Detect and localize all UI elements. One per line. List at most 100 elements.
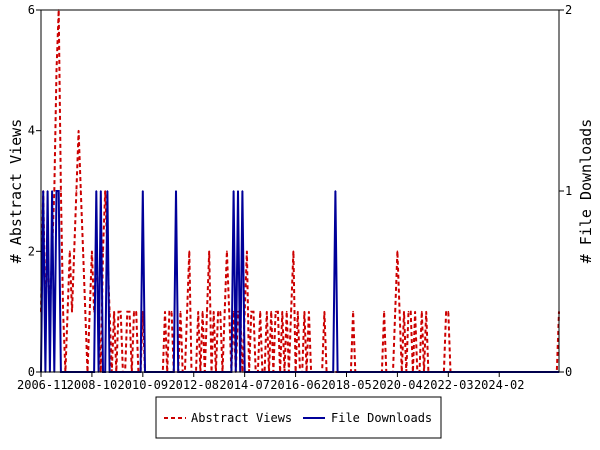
data-point-file-downloads xyxy=(232,190,235,192)
data-point-abstract-views xyxy=(88,310,91,313)
data-point-abstract-views xyxy=(119,310,122,313)
data-point-abstract-views xyxy=(60,190,62,192)
data-point-abstract-views xyxy=(217,310,219,313)
data-point-file-downloads xyxy=(51,190,53,192)
right-axis-ticks: 0 1 2 xyxy=(559,3,572,379)
right-axis-title: # File Downloads xyxy=(577,119,595,264)
data-point-abstract-views xyxy=(308,310,310,313)
data-point-abstract-views xyxy=(445,310,447,313)
data-point-abstract-views xyxy=(82,250,84,253)
data-point-abstract-views xyxy=(168,310,171,313)
data-point-abstract-views xyxy=(128,310,131,313)
data-point-abstract-views xyxy=(91,250,93,253)
data-point-abstract-views xyxy=(407,310,410,313)
data-point-abstract-views xyxy=(80,190,82,192)
data-point-abstract-views xyxy=(414,310,416,313)
data-point-file-downloads xyxy=(175,190,177,192)
data-point-file-downloads xyxy=(334,190,337,192)
data-point-abstract-views xyxy=(292,250,295,253)
left-tick-label: 0 xyxy=(28,365,35,379)
data-point-abstract-views xyxy=(75,190,78,192)
left-axis-title: # Abstract Views xyxy=(7,119,25,264)
data-point-abstract-views xyxy=(66,310,69,313)
data-point-abstract-views xyxy=(232,310,235,313)
data-point-abstract-views xyxy=(55,69,58,72)
data-point-abstract-views xyxy=(246,250,248,253)
data-point-abstract-views xyxy=(228,310,230,313)
data-point-file-downloads xyxy=(95,190,98,192)
data-point-file-downloads xyxy=(57,190,60,192)
series-layer xyxy=(40,9,560,373)
data-point-abstract-views xyxy=(53,190,56,192)
data-point-abstract-views xyxy=(71,310,73,313)
data-point-abstract-views xyxy=(409,310,412,313)
data-point-abstract-views xyxy=(170,310,173,313)
data-point-abstract-views xyxy=(62,310,64,313)
data-point-abstract-views xyxy=(266,310,268,313)
data-point-file-downloads xyxy=(46,190,49,192)
data-point-abstract-views xyxy=(396,250,399,253)
x-axis-ticks: 2006-11 2008-10 2010-09 2012-08 2014-07 2016-… xyxy=(17,372,525,392)
data-point-abstract-views xyxy=(274,310,277,313)
legend-box xyxy=(155,396,442,439)
x-tick-label: 2022-03 xyxy=(423,378,474,392)
x-tick-label: 2006-11 xyxy=(17,378,68,392)
data-point-abstract-views xyxy=(403,310,405,313)
left-tick-label: 6 xyxy=(28,3,35,17)
x-tick-label: 2024-02 xyxy=(474,378,525,392)
data-point-abstract-views xyxy=(394,310,397,313)
data-point-abstract-views xyxy=(219,310,222,313)
data-point-abstract-views xyxy=(117,310,120,313)
right-tick-label: 1 xyxy=(565,184,572,198)
data-point-abstract-views xyxy=(237,310,239,313)
data-point-abstract-views xyxy=(84,310,87,313)
data-point-abstract-views xyxy=(102,250,104,253)
data-point-abstract-views xyxy=(281,310,284,313)
data-point-abstract-views xyxy=(73,250,75,253)
x-tick-label: 2008-10 xyxy=(67,378,118,392)
x-tick-label: 2014-07 xyxy=(219,378,270,392)
data-point-abstract-views xyxy=(104,190,106,192)
data-point-abstract-views xyxy=(270,310,273,313)
left-tick-label: 4 xyxy=(28,124,35,138)
data-point-abstract-views xyxy=(352,310,354,313)
data-point-file-downloads xyxy=(100,190,102,192)
x-tick-label: 2020-04 xyxy=(372,378,423,392)
data-point-abstract-views xyxy=(212,310,215,313)
data-point-abstract-views xyxy=(164,310,166,313)
data-point-abstract-views xyxy=(201,310,204,313)
data-point-abstract-views xyxy=(206,310,208,313)
right-tick-label: 2 xyxy=(565,3,572,17)
data-point-abstract-views xyxy=(179,310,182,313)
data-point-abstract-views xyxy=(425,310,428,313)
data-point-file-downloads xyxy=(55,190,58,192)
data-point-file-downloads xyxy=(142,190,144,192)
left-axis-ticks: 0 2 4 6 xyxy=(28,3,41,379)
data-point-file-downloads xyxy=(237,190,239,192)
data-point-abstract-views xyxy=(421,310,423,313)
data-point-abstract-views xyxy=(250,310,253,313)
data-point-abstract-views xyxy=(133,310,135,313)
data-point-abstract-views xyxy=(77,129,80,132)
data-point-file-downloads xyxy=(42,190,44,192)
data-point-abstract-views xyxy=(197,310,199,313)
data-point-abstract-views xyxy=(383,310,385,313)
x-tick-label: 2016-06 xyxy=(270,378,321,392)
data-point-file-downloads xyxy=(106,190,109,192)
legend-label-file-downloads: File Downloads xyxy=(331,411,432,425)
data-point-abstract-views xyxy=(398,310,401,313)
data-point-abstract-views xyxy=(277,310,279,313)
data-point-abstract-views xyxy=(303,310,306,313)
data-point-abstract-views xyxy=(323,310,326,313)
data-point-abstract-views xyxy=(297,310,299,313)
x-tick-label: 2010-09 xyxy=(118,378,169,392)
right-tick-label: 0 xyxy=(565,365,572,379)
data-point-abstract-views xyxy=(259,310,262,313)
data-point-abstract-views xyxy=(285,310,288,313)
data-point-abstract-views xyxy=(290,310,292,313)
data-point-abstract-views xyxy=(113,310,115,313)
data-point-abstract-views xyxy=(447,310,450,313)
legend-label-abstract-views: Abstract Views xyxy=(191,411,292,425)
data-point-abstract-views xyxy=(142,310,144,313)
data-point-abstract-views xyxy=(252,310,255,313)
